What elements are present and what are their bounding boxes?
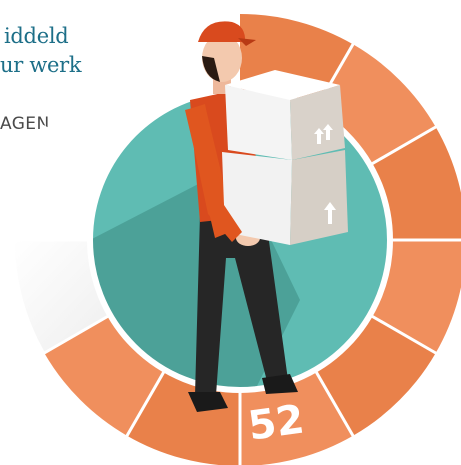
gauge-separator	[41, 313, 111, 356]
gauge-separator	[313, 369, 356, 439]
gauge-separator	[41, 124, 111, 167]
gauge-separator	[369, 313, 439, 356]
heading: iddeld ur werk	[0, 22, 110, 80]
heading-line-1: iddeld	[4, 24, 69, 48]
gauge-value: 52	[245, 396, 307, 449]
gauge-segment	[315, 44, 436, 165]
worker-arm	[186, 104, 242, 242]
heading-line-2: ur werk	[0, 53, 82, 77]
gauge-segment	[369, 127, 461, 240]
gauge-separator	[124, 369, 167, 439]
gauge-segment	[369, 240, 461, 353]
boxes-stack	[222, 70, 348, 245]
gauge-separator	[369, 124, 439, 167]
gauge-segment	[44, 315, 165, 436]
subheading: AGEN	[0, 114, 50, 134]
gauge-segment	[315, 315, 436, 436]
